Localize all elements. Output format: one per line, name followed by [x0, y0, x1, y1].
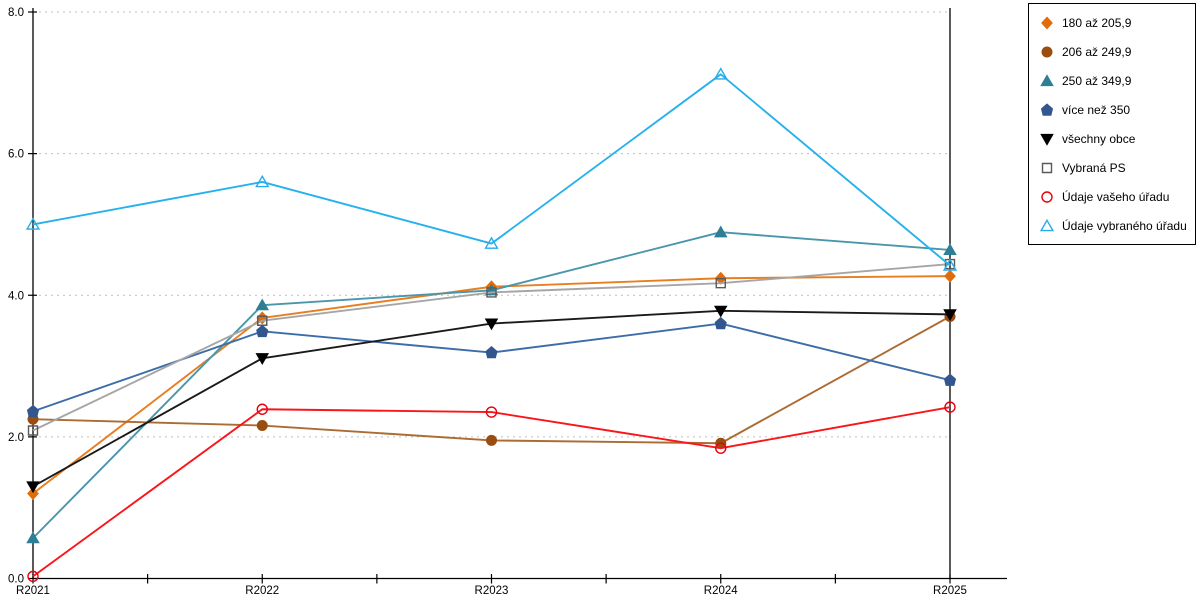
y-axis-label: 4.0 — [8, 290, 24, 302]
series-line-5 — [32, 263, 951, 432]
data-point — [27, 425, 39, 436]
data-point — [27, 570, 39, 583]
circle-marker-icon — [1041, 190, 1053, 203]
diamond-marker-icon — [1041, 15, 1053, 30]
x-axis-label: R2024 — [704, 585, 738, 597]
x-axis-label: R2023 — [475, 585, 509, 597]
x-axis-label: R2022 — [245, 585, 279, 597]
legend-label: Údaje vašeho úřadu — [1062, 189, 1170, 204]
data-point — [714, 316, 727, 330]
square-marker-icon — [1041, 162, 1053, 173]
data-point — [257, 315, 268, 326]
data-point — [256, 420, 268, 432]
legend-item: více než 350 — [1039, 102, 1195, 118]
data-point — [486, 287, 497, 298]
data-point — [942, 258, 958, 271]
legend-label: Vybraná PS — [1062, 160, 1126, 175]
data-point — [943, 373, 957, 386]
legend-item: všechny obce — [1039, 131, 1195, 147]
data-point — [713, 305, 728, 318]
data-point — [485, 345, 498, 359]
legend-label: 180 až 205,9 — [1062, 15, 1132, 30]
data-point — [486, 434, 497, 446]
series-line-0 — [32, 275, 951, 495]
data-point — [256, 403, 268, 415]
data-point — [484, 236, 499, 249]
x-axis-label: R2021 — [16, 585, 50, 597]
data-point — [484, 318, 499, 331]
legend-label: 250 až 349,9 — [1062, 73, 1132, 88]
legend-label: Údaje vybraného úřadu — [1062, 218, 1187, 233]
triangle-down-marker-icon — [1040, 133, 1054, 146]
legend-item: Údaje vašeho úřadu — [1039, 189, 1195, 205]
data-point — [255, 174, 270, 188]
data-point — [715, 278, 726, 289]
data-point — [944, 269, 956, 283]
y-axis-label: 0.0 — [8, 574, 24, 586]
triangle-marker-icon — [1039, 218, 1055, 231]
data-point — [715, 442, 727, 454]
series-line-1 — [32, 315, 951, 445]
data-point — [713, 225, 728, 238]
data-point — [27, 486, 39, 501]
data-point — [943, 243, 957, 256]
data-point — [256, 324, 269, 338]
legend-label: více než 350 — [1062, 102, 1131, 117]
legend-item: 180 až 205,9 — [1039, 15, 1195, 31]
data-point — [944, 401, 956, 413]
legend: 180 až 205,9 206 až 249,9 250 až 349,9 více… — [1028, 3, 1196, 245]
y-axis-label: 6.0 — [8, 149, 24, 161]
data-point — [25, 217, 41, 230]
legend-item: 250 až 349,9 — [1039, 73, 1195, 89]
data-point — [26, 404, 40, 418]
data-point — [943, 309, 957, 322]
circle-marker-icon — [1041, 46, 1053, 57]
legend-item: Údaje vybraného úřadu — [1039, 218, 1195, 234]
legend-item: 206 až 249,9 — [1039, 44, 1195, 60]
data-point — [255, 353, 270, 365]
x-axis-label: R2025 — [933, 585, 967, 597]
data-point — [255, 298, 270, 311]
data-point — [485, 406, 498, 418]
series-line-7 — [32, 73, 951, 267]
data-point — [26, 531, 40, 544]
pentagon-marker-icon — [1040, 102, 1054, 116]
y-axis-label: 8.0 — [8, 7, 24, 19]
data-point — [26, 481, 40, 494]
y-axis-label: 2.0 — [8, 432, 24, 444]
legend-item: Vybraná PS — [1039, 160, 1195, 176]
data-point — [713, 67, 728, 80]
legend-label: všechny obce — [1062, 131, 1136, 146]
triangle-marker-icon — [1040, 73, 1054, 86]
legend-label: 206 až 249,9 — [1062, 44, 1132, 59]
series-line-6 — [32, 406, 951, 578]
